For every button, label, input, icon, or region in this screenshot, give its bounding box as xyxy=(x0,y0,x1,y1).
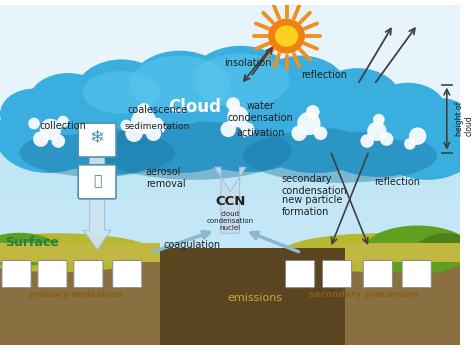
Ellipse shape xyxy=(146,125,161,141)
Ellipse shape xyxy=(137,103,151,117)
Ellipse shape xyxy=(220,121,236,137)
Ellipse shape xyxy=(27,73,109,135)
Text: ❄: ❄ xyxy=(90,129,105,147)
Ellipse shape xyxy=(129,56,230,114)
Ellipse shape xyxy=(241,122,255,136)
Text: secondary
condensation: secondary condensation xyxy=(282,174,347,196)
Text: 💧: 💧 xyxy=(93,174,101,188)
Text: Surface: Surface xyxy=(5,237,59,250)
Bar xyxy=(0,5,460,199)
Ellipse shape xyxy=(0,99,102,173)
FancyBboxPatch shape xyxy=(322,260,352,288)
Ellipse shape xyxy=(102,80,257,173)
Ellipse shape xyxy=(192,54,290,108)
Ellipse shape xyxy=(0,233,155,272)
Ellipse shape xyxy=(131,109,156,134)
Ellipse shape xyxy=(373,114,384,125)
Ellipse shape xyxy=(364,225,471,274)
Text: emissions: emissions xyxy=(227,293,282,303)
Ellipse shape xyxy=(226,97,240,111)
Ellipse shape xyxy=(40,119,61,140)
Text: aerosol
removal: aerosol removal xyxy=(146,167,185,189)
Text: CCN: CCN xyxy=(215,195,246,208)
Ellipse shape xyxy=(129,51,230,125)
Bar xyxy=(0,112,460,258)
Ellipse shape xyxy=(282,233,474,272)
Ellipse shape xyxy=(369,83,447,141)
Ellipse shape xyxy=(75,60,168,130)
Ellipse shape xyxy=(314,126,328,140)
Ellipse shape xyxy=(19,128,175,177)
Text: sedimentation: sedimentation xyxy=(125,122,190,131)
Ellipse shape xyxy=(120,120,132,131)
Ellipse shape xyxy=(404,138,416,150)
Ellipse shape xyxy=(52,134,65,148)
Ellipse shape xyxy=(243,128,437,183)
Ellipse shape xyxy=(367,121,387,141)
Text: cloud
condensation
nuclei: cloud condensation nuclei xyxy=(207,211,254,231)
Ellipse shape xyxy=(306,105,319,119)
Ellipse shape xyxy=(187,46,294,124)
Polygon shape xyxy=(83,146,111,250)
Text: secondary precursors: secondary precursors xyxy=(309,290,419,299)
Ellipse shape xyxy=(297,112,320,135)
Ellipse shape xyxy=(292,125,307,141)
Polygon shape xyxy=(215,167,246,233)
Ellipse shape xyxy=(82,71,160,114)
Text: new particle
formation: new particle formation xyxy=(282,195,342,217)
Ellipse shape xyxy=(172,75,323,172)
Ellipse shape xyxy=(57,116,69,127)
Text: water
condensation: water condensation xyxy=(228,101,293,122)
Ellipse shape xyxy=(97,121,292,180)
FancyBboxPatch shape xyxy=(2,260,31,288)
Ellipse shape xyxy=(0,89,68,139)
Ellipse shape xyxy=(42,88,182,175)
Bar xyxy=(160,248,345,345)
Ellipse shape xyxy=(33,131,48,147)
Ellipse shape xyxy=(0,233,58,267)
Bar xyxy=(345,243,460,262)
Bar xyxy=(0,243,160,262)
Ellipse shape xyxy=(418,233,474,262)
Ellipse shape xyxy=(313,95,445,177)
Text: primary emissions: primary emissions xyxy=(29,290,122,299)
Ellipse shape xyxy=(413,98,471,145)
Ellipse shape xyxy=(409,127,427,145)
FancyBboxPatch shape xyxy=(285,260,315,288)
Ellipse shape xyxy=(314,68,401,132)
Text: coalescence: coalescence xyxy=(128,105,187,115)
FancyBboxPatch shape xyxy=(38,260,67,288)
Ellipse shape xyxy=(28,118,40,130)
Text: Cloud: Cloud xyxy=(168,98,221,116)
Text: height of
cloud: height of cloud xyxy=(455,102,474,136)
Bar xyxy=(0,253,460,345)
Ellipse shape xyxy=(380,132,393,146)
Text: collection: collection xyxy=(40,121,87,132)
FancyBboxPatch shape xyxy=(78,165,116,199)
FancyBboxPatch shape xyxy=(363,260,392,288)
Ellipse shape xyxy=(275,26,298,47)
Ellipse shape xyxy=(246,84,386,173)
Ellipse shape xyxy=(360,134,374,148)
Ellipse shape xyxy=(152,118,163,130)
Ellipse shape xyxy=(255,56,348,125)
Ellipse shape xyxy=(125,125,143,142)
FancyBboxPatch shape xyxy=(113,260,142,288)
FancyBboxPatch shape xyxy=(78,123,116,157)
Ellipse shape xyxy=(377,112,474,180)
Ellipse shape xyxy=(268,19,305,54)
Ellipse shape xyxy=(228,106,249,127)
Text: reflection: reflection xyxy=(301,70,347,80)
Text: activation: activation xyxy=(236,128,284,138)
FancyBboxPatch shape xyxy=(402,260,431,288)
FancyBboxPatch shape xyxy=(74,260,103,288)
Text: reflection: reflection xyxy=(374,177,420,187)
Text: insolation: insolation xyxy=(224,58,272,68)
Bar xyxy=(0,155,460,253)
Text: coagulation: coagulation xyxy=(164,240,221,250)
